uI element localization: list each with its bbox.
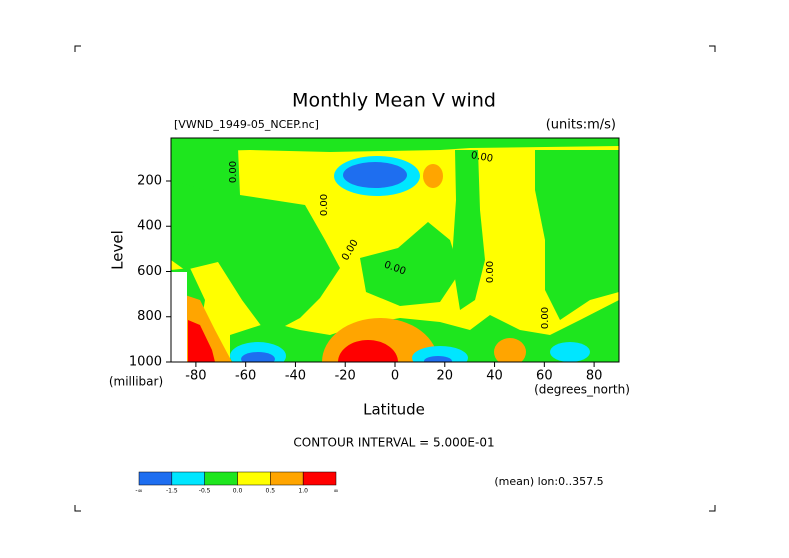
- y-units: (millibar): [109, 375, 163, 389]
- corner-mark: [74, 45, 81, 52]
- colorbar-swatch: [138, 471, 173, 486]
- colorbar-label: -0.5: [199, 488, 211, 495]
- contour-label: 0.00: [540, 307, 551, 329]
- colorbar-label: 0.5: [266, 488, 276, 495]
- contour-label: 0.00: [485, 261, 496, 283]
- x-axis-label: Latitude: [363, 401, 425, 419]
- contour-label: 0.00: [470, 150, 494, 165]
- corner-mark: [709, 505, 716, 512]
- x-units: (degrees_north): [534, 383, 630, 397]
- contour-region: [412, 346, 468, 362]
- colorbar-swatch: [302, 471, 337, 486]
- x-tick-label: 0: [391, 369, 399, 384]
- colorbar-swatch: [270, 471, 304, 486]
- regions: [171, 138, 619, 362]
- y-tick-label: 600: [137, 264, 162, 279]
- subtitle-right: (units:m/s): [546, 118, 616, 133]
- footnote: (mean) lon:0..357.5: [494, 475, 603, 488]
- colorbar-swatch: [171, 471, 205, 486]
- contour-region: [171, 138, 619, 152]
- colorbar-swatch: [204, 471, 238, 486]
- contour-label: 0.00: [228, 161, 239, 183]
- contour-region: [188, 320, 215, 362]
- x-tick-label: 80: [586, 369, 603, 384]
- x-tick-label: -20: [335, 369, 356, 384]
- contour-region: [424, 356, 452, 362]
- contour-region: [535, 150, 619, 320]
- x-tick-label: -60: [235, 369, 256, 384]
- chart-title: Monthly Mean V wind: [292, 90, 496, 112]
- contour-region: [452, 150, 485, 310]
- contour-region: [241, 352, 275, 362]
- contour-region: [171, 148, 340, 335]
- corner-mark: [74, 505, 81, 512]
- colorbar-label: 0.0: [233, 488, 243, 495]
- contour-region: [343, 162, 407, 188]
- y-tick-label: 400: [137, 219, 162, 234]
- contour-field: [171, 138, 619, 362]
- contour-region: [171, 180, 215, 245]
- y-tick-label: 800: [137, 309, 162, 324]
- colorbar-swatch: [237, 471, 271, 486]
- colorbar-label: ∞: [334, 488, 339, 495]
- contour-region: [423, 164, 443, 188]
- y-tick-label: 1000: [129, 355, 162, 370]
- y-tick-label: 200: [137, 173, 162, 188]
- x-tick-label: 40: [486, 369, 503, 384]
- contour-label: 0.00: [319, 194, 330, 216]
- contour-region: [550, 342, 590, 362]
- colorbar-label: -1.5: [166, 488, 178, 495]
- colorbar-label: 1.0: [298, 488, 308, 495]
- colorbar-label: -∞: [135, 488, 142, 495]
- contour-region: [494, 338, 526, 362]
- annotation: CONTOUR INTERVAL = 5.000E-01: [293, 436, 494, 450]
- x-tick-label: 20: [437, 369, 454, 384]
- y-axis-label: Level: [109, 230, 127, 270]
- subtitle-left: [VWND_1949-05_NCEP.nc]: [174, 118, 319, 131]
- corner-mark: [709, 45, 716, 52]
- x-tick-label: -80: [185, 369, 206, 384]
- contour-region: [338, 340, 398, 362]
- missing-data: [171, 272, 187, 362]
- x-tick-label: 60: [536, 369, 553, 384]
- contour-region: [360, 222, 460, 306]
- x-tick-label: -40: [285, 369, 306, 384]
